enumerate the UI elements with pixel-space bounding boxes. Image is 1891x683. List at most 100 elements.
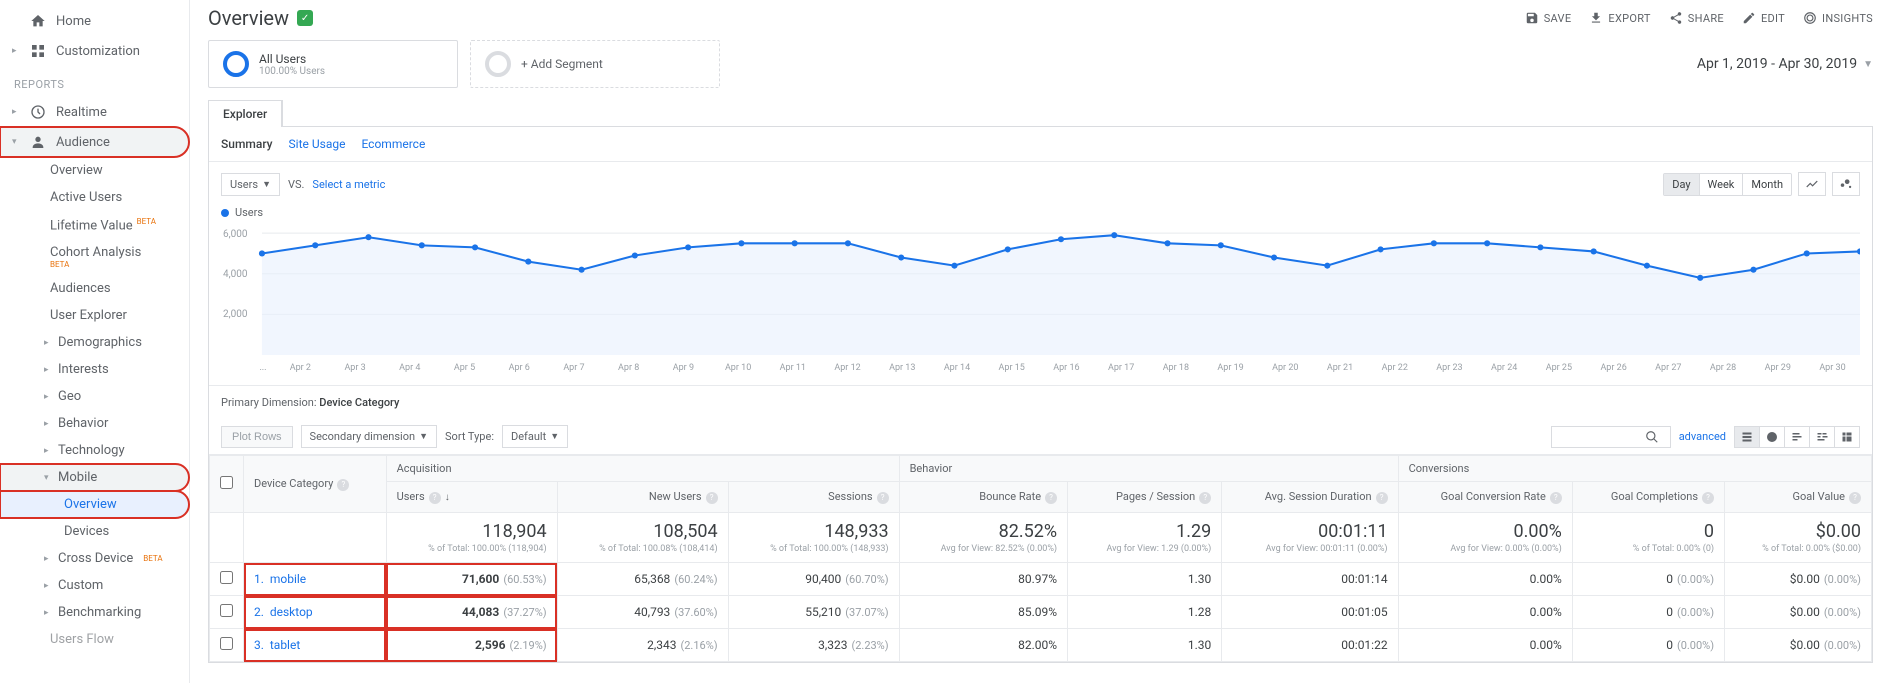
help-icon[interactable]: ?	[337, 479, 349, 491]
col-goal-conv[interactable]: Goal Conversion Rate?	[1398, 482, 1572, 513]
subtab-site-usage[interactable]: Site Usage	[289, 137, 346, 151]
cell-bounce: 82.00%	[899, 629, 1067, 662]
sub-interests[interactable]: ▸Interests	[0, 356, 189, 383]
select-metric-link[interactable]: Select a metric	[312, 178, 385, 191]
edit-button[interactable]: EDIT	[1742, 11, 1785, 25]
sub-mobile-devices[interactable]: Devices	[0, 518, 189, 545]
row-checkbox[interactable]	[210, 596, 244, 629]
col-avg-duration[interactable]: Avg. Session Duration?	[1222, 482, 1398, 513]
chart-type-motion[interactable]	[1832, 172, 1860, 196]
view-pivot-icon[interactable]	[1835, 427, 1859, 447]
col-goal-comp[interactable]: Goal Completions?	[1572, 482, 1724, 513]
subtab-ecommerce[interactable]: Ecommerce	[361, 137, 425, 151]
table-row: 2. desktop44,083(37.27%)40,793(37.60%)55…	[210, 596, 1872, 629]
add-segment-button[interactable]: + Add Segment	[470, 40, 720, 88]
sort-type-selector[interactable]: Default▼	[502, 425, 568, 448]
cell-users: 2,596(2.19%)	[386, 629, 557, 662]
nav-audience-label: Audience	[56, 135, 110, 150]
view-table-icon[interactable]	[1735, 427, 1760, 447]
sub-user-explorer[interactable]: User Explorer	[0, 302, 189, 329]
table-row: 3. tablet2,596(2.19%)2,343(2.16%)3,323(2…	[210, 629, 1872, 662]
caret-down-icon: ▾	[12, 137, 20, 147]
sub-audiences[interactable]: Audiences	[0, 275, 189, 302]
sub-users-flow[interactable]: Users Flow	[0, 626, 189, 653]
sub-benchmarking[interactable]: ▸Benchmarking	[0, 599, 189, 626]
select-all-checkbox[interactable]	[210, 456, 244, 513]
granularity-week[interactable]: Week	[1700, 174, 1744, 195]
home-icon	[30, 13, 46, 29]
nav-home[interactable]: Home	[0, 6, 189, 36]
chevron-down-icon: ▼	[419, 431, 428, 442]
sub-active-users[interactable]: Active Users	[0, 184, 189, 211]
help-icon[interactable]: ?	[877, 492, 889, 504]
col-new-users[interactable]: New Users?	[557, 482, 728, 513]
share-button[interactable]: SHARE	[1669, 11, 1724, 25]
metric-selector[interactable]: Users▼	[221, 173, 280, 196]
caret-icon: ▸	[44, 392, 52, 402]
save-button[interactable]: SAVE	[1525, 11, 1572, 25]
tab-explorer[interactable]: Explorer	[209, 101, 282, 127]
time-granularity: Day Week Month	[1663, 173, 1792, 196]
cell-pps: 1.28	[1068, 596, 1222, 629]
subtab-summary[interactable]: Summary	[221, 137, 273, 151]
cell-device[interactable]: 3. tablet	[244, 629, 387, 662]
row-checkbox[interactable]	[210, 563, 244, 596]
nav-audience[interactable]: ▾ Audience	[0, 127, 189, 157]
beta-badge: BETA	[143, 554, 162, 563]
granularity-day[interactable]: Day	[1664, 174, 1699, 195]
col-device-category[interactable]: Device Category?	[244, 456, 387, 513]
sub-cohort-analysis[interactable]: Cohort AnalysisBETA	[0, 239, 189, 275]
segment-all-users[interactable]: All Users 100.00% Users	[208, 40, 458, 88]
caret-icon: ▸	[12, 107, 20, 117]
help-icon[interactable]: ?	[1702, 492, 1714, 504]
plot-rows-button[interactable]: Plot Rows	[221, 426, 293, 448]
view-comparison-icon[interactable]	[1810, 427, 1835, 447]
help-icon[interactable]: ?	[1550, 492, 1562, 504]
sub-lifetime-value[interactable]: Lifetime ValueBETA	[0, 211, 189, 239]
col-goal-value[interactable]: Goal Value?	[1725, 482, 1872, 513]
sub-demographics[interactable]: ▸Demographics	[0, 329, 189, 356]
cell-pps: 1.30	[1068, 563, 1222, 596]
help-icon[interactable]: ?	[1849, 492, 1861, 504]
caret-icon: ▸	[44, 581, 52, 591]
sub-geo[interactable]: ▸Geo	[0, 383, 189, 410]
clock-icon	[30, 104, 46, 120]
granularity-month[interactable]: Month	[1743, 174, 1791, 195]
sub-mobile-overview[interactable]: Overview	[0, 491, 189, 518]
view-pie-icon[interactable]	[1760, 427, 1785, 447]
help-icon[interactable]: ?	[1045, 492, 1057, 504]
nav-realtime[interactable]: ▸ Realtime	[0, 97, 189, 127]
help-icon[interactable]: ?	[1199, 492, 1211, 504]
nav-customization[interactable]: ▸ Customization	[0, 36, 189, 66]
view-bar-icon[interactable]	[1785, 427, 1810, 447]
row-checkbox[interactable]	[210, 629, 244, 662]
chevron-down-icon: ▼	[262, 179, 271, 190]
cell-duration: 00:01:05	[1222, 596, 1398, 629]
col-sessions[interactable]: Sessions?	[728, 482, 899, 513]
cell-sessions: 3,323(2.23%)	[728, 629, 899, 662]
cell-device[interactable]: 2. desktop	[244, 596, 387, 629]
sub-mobile[interactable]: ▾Mobile	[0, 464, 189, 491]
help-icon[interactable]: ?	[1376, 492, 1388, 504]
table-search[interactable]	[1551, 426, 1671, 448]
sub-technology[interactable]: ▸Technology	[0, 437, 189, 464]
sub-cross-device[interactable]: ▸Cross DeviceBETA	[0, 545, 189, 572]
date-range-picker[interactable]: Apr 1, 2019 - Apr 30, 2019 ▼	[1697, 56, 1873, 72]
cell-bounce: 80.97%	[899, 563, 1067, 596]
export-button[interactable]: EXPORT	[1589, 11, 1650, 25]
cell-device[interactable]: 1. mobile	[244, 563, 387, 596]
sub-overview[interactable]: Overview	[0, 157, 189, 184]
col-pages-session[interactable]: Pages / Session?	[1068, 482, 1222, 513]
secondary-dimension-selector[interactable]: Secondary dimension▼	[301, 425, 437, 448]
nav-home-label: Home	[56, 14, 91, 29]
sub-custom[interactable]: ▸Custom	[0, 572, 189, 599]
advanced-link[interactable]: advanced	[1679, 430, 1726, 443]
insights-button[interactable]: INSIGHTS	[1803, 11, 1873, 25]
help-icon[interactable]: ?	[429, 492, 441, 504]
col-users[interactable]: Users?↓	[386, 482, 557, 513]
chart-type-line[interactable]	[1798, 172, 1826, 196]
col-bounce-rate[interactable]: Bounce Rate?	[899, 482, 1067, 513]
help-icon[interactable]: ?	[706, 492, 718, 504]
search-input[interactable]	[1555, 431, 1645, 443]
sub-behavior[interactable]: ▸Behavior	[0, 410, 189, 437]
